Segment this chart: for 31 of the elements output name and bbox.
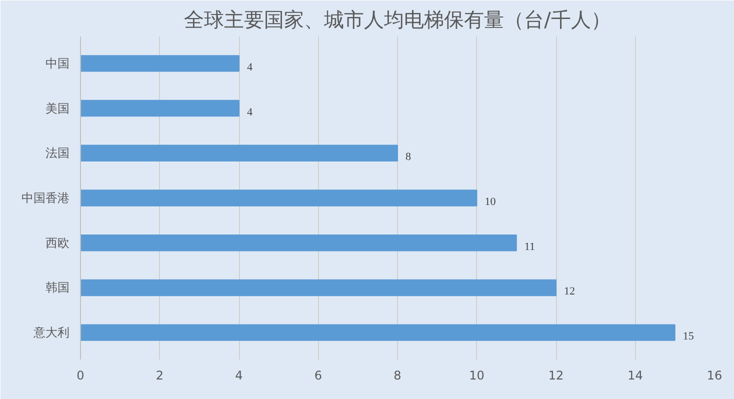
y-tick-label: 美国 bbox=[46, 101, 70, 116]
data-label: 4 bbox=[247, 61, 253, 74]
bar bbox=[80, 279, 556, 296]
y-tick-label: 意大利 bbox=[32, 326, 70, 340]
chart-title: 全球主要国家、城市人均电梯保有量（台/千人） bbox=[184, 8, 611, 32]
bar bbox=[80, 324, 676, 341]
x-tick-label: 8 bbox=[394, 368, 402, 382]
x-tick-label: 12 bbox=[548, 368, 564, 382]
bar bbox=[80, 234, 517, 252]
bar bbox=[80, 144, 398, 162]
y-tick-label: 中国香港 bbox=[22, 191, 70, 205]
x-tick-label: 4 bbox=[235, 368, 243, 382]
x-tick-label: 10 bbox=[469, 368, 484, 382]
x-tick-label: 2 bbox=[156, 368, 164, 382]
x-tick-label: 16 bbox=[706, 368, 722, 382]
bar bbox=[80, 190, 478, 206]
bar bbox=[80, 55, 240, 72]
y-tick-label: 西欧 bbox=[46, 236, 70, 250]
y-tick-label: 中国 bbox=[46, 56, 70, 70]
data-label: 12 bbox=[564, 286, 575, 298]
data-label: 15 bbox=[682, 330, 694, 343]
x-tick-label: 6 bbox=[314, 368, 322, 382]
y-tick-label: 法国 bbox=[46, 146, 70, 160]
data-label: 4 bbox=[247, 106, 253, 118]
bar bbox=[80, 100, 240, 117]
data-label: 8 bbox=[406, 151, 412, 164]
data-label: 10 bbox=[484, 196, 496, 208]
data-label: 11 bbox=[524, 240, 535, 253]
y-tick-label: 韩国 bbox=[46, 280, 70, 295]
x-tick-label: 14 bbox=[628, 368, 643, 382]
x-tick-label: 0 bbox=[76, 368, 84, 382]
